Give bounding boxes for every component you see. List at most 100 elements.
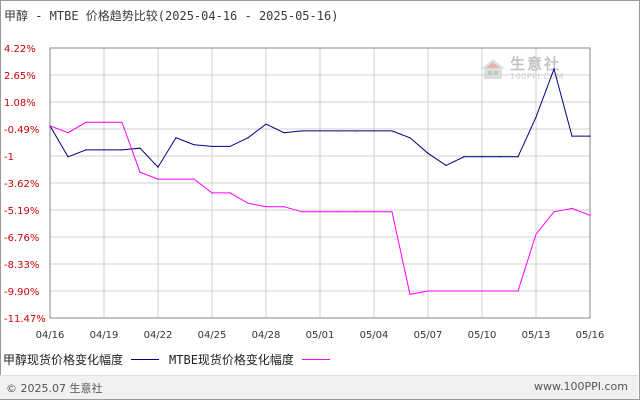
grid-layer [49, 47, 591, 319]
data-point-methanol [445, 164, 447, 166]
data-point-mtbe [211, 192, 213, 194]
data-point-mtbe [175, 178, 177, 180]
data-point-mtbe [337, 211, 339, 213]
axis-layer [49, 47, 591, 319]
footer-site-link[interactable]: www.100PPI.com [534, 380, 628, 393]
label-layer: 4.22% 2.65% 1.08% -0.49% -1 -3.62% -5.19% -6.76… [4, 44, 604, 341]
data-point-methanol [193, 144, 195, 146]
x-tick-label: 05/01 [306, 330, 335, 341]
data-point-methanol [535, 116, 537, 118]
data-point-mtbe [247, 202, 249, 204]
chart-title: 甲醇 - MTBE 价格趋势比较(2025-04-16 - 2025-05-16… [4, 9, 339, 23]
data-point-methanol [229, 145, 231, 148]
data-point-mtbe [571, 207, 573, 209]
y-tick-label: -11.47% [4, 314, 46, 325]
footer-copyright: © 2025.07 生意社 [6, 382, 103, 395]
data-point-mtbe [481, 290, 483, 292]
data-point-methanol [481, 156, 483, 158]
data-point-mtbe [553, 211, 555, 213]
legend-item-methanol: 甲醇现货价格变化幅度 [3, 351, 160, 368]
x-tick-label: 04/22 [144, 330, 173, 341]
data-point-mtbe [67, 132, 69, 134]
y-tick-label: -9.90% [4, 287, 39, 298]
data-point-methanol [409, 137, 411, 139]
series-layer [49, 67, 591, 296]
data-point-mtbe [103, 121, 105, 123]
data-point-methanol [265, 123, 267, 125]
plot-border [49, 47, 591, 319]
data-point-mtbe [355, 211, 357, 213]
watermark-name: 生意社 [510, 55, 562, 73]
data-point-methanol [283, 132, 285, 134]
x-tick-label: 04/19 [90, 330, 119, 341]
data-point-mtbe [517, 290, 519, 292]
y-tick-label: 4.22% [4, 44, 36, 55]
data-point-methanol [175, 137, 177, 139]
y-tick-label: -3.62% [4, 179, 39, 190]
data-point-methanol [103, 149, 105, 151]
data-point-mtbe [409, 293, 411, 296]
legend-item-mtbe: MTBE现货价格变化幅度 [169, 351, 330, 368]
x-tick-label: 04/16 [36, 330, 65, 341]
watermark-logo: 生意社 100PPI.COM [480, 56, 564, 81]
data-point-methanol [337, 130, 339, 132]
x-tick-label: 04/28 [252, 330, 281, 341]
data-point-methanol [301, 130, 303, 132]
data-point-methanol [211, 145, 213, 148]
data-point-methanol [319, 130, 321, 132]
data-point-mtbe [427, 290, 429, 292]
data-point-mtbe [391, 211, 393, 213]
y-tick-label: -8.33% [4, 260, 39, 271]
data-point-mtbe [589, 214, 591, 216]
data-point-mtbe [139, 171, 141, 173]
data-point-methanol [391, 130, 393, 132]
x-tick-label: 05/13 [522, 330, 551, 341]
x-tick-label: 04/25 [198, 330, 227, 341]
data-point-methanol [517, 156, 519, 158]
data-point-methanol [121, 149, 123, 151]
data-point-methanol [589, 135, 591, 137]
house-logo-icon [481, 58, 505, 79]
data-point-mtbe [193, 178, 195, 180]
y-tick-label: -1 [4, 152, 14, 163]
y-tick-label: -6.76% [4, 233, 39, 244]
chart-legend: 甲醇现货价格变化幅度 MTBE现货价格变化幅度 [3, 351, 340, 368]
data-point-mtbe [121, 121, 123, 123]
data-point-mtbe [463, 290, 465, 292]
y-tick-label: -5.19% [4, 206, 39, 217]
y-tick-label: 1.08% [4, 98, 36, 109]
data-point-mtbe [265, 206, 267, 208]
data-point-methanol [157, 166, 159, 168]
data-point-methanol [67, 156, 69, 158]
data-point-mtbe [229, 192, 231, 194]
data-point-methanol [571, 135, 573, 137]
data-point-methanol [247, 137, 249, 139]
x-tick-label: 05/16 [576, 330, 605, 341]
x-tick-label: 05/07 [414, 330, 443, 341]
watermark-url: 100PPI.COM [510, 72, 564, 81]
legend-swatch-mtbe [301, 359, 330, 360]
data-point-methanol [85, 149, 87, 151]
data-point-mtbe [319, 211, 321, 213]
data-point-mtbe [445, 290, 447, 292]
data-point-methanol [427, 152, 429, 154]
data-point-mtbe [283, 206, 285, 208]
legend-label-methanol: 甲醇现货价格变化幅度 [3, 353, 124, 367]
data-point-methanol [355, 130, 357, 132]
data-point-mtbe [499, 290, 501, 292]
data-point-methanol [463, 156, 465, 158]
x-tick-label: 05/04 [360, 330, 389, 341]
data-point-methanol [553, 68, 555, 70]
data-point-mtbe [157, 178, 159, 180]
footer-bar: © 2025.07 生意社 www.100PPI.com [0, 375, 638, 399]
data-point-mtbe [49, 125, 51, 127]
x-tick-label: 05/10 [468, 330, 497, 341]
legend-label-mtbe: MTBE现货价格变化幅度 [169, 353, 294, 367]
data-point-mtbe [85, 121, 87, 123]
data-point-mtbe [373, 211, 375, 213]
legend-swatch-methanol [131, 359, 160, 360]
data-point-methanol [139, 147, 141, 149]
data-point-mtbe [301, 211, 303, 213]
data-point-methanol [373, 130, 375, 132]
